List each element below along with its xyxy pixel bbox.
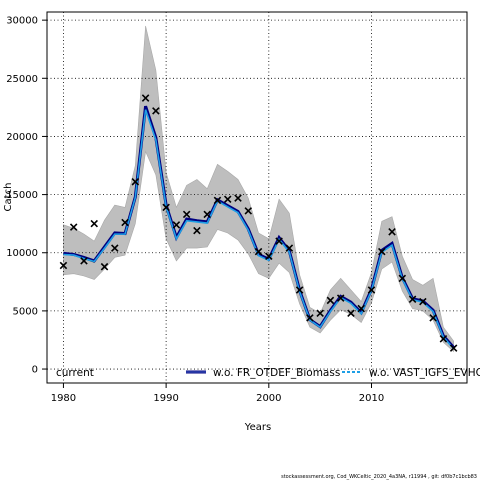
observed-point-2017: [439, 335, 448, 343]
observed-point-2018: [449, 344, 458, 352]
observed-point-2001: [275, 237, 283, 245]
confidence-band: [63, 25, 454, 353]
observed-point-1988: [141, 94, 150, 102]
x-tick-label-1980: 1980: [51, 393, 76, 404]
x-tick-label-1990: 1990: [153, 393, 178, 404]
x-tick-label-2000: 2000: [256, 393, 281, 404]
observed-point-2006: [326, 296, 335, 305]
y-axis-title: Catch: [3, 183, 14, 212]
observed-point-2002: [285, 244, 294, 252]
observed-point-2014: [408, 295, 417, 304]
observed-point-2012: [388, 228, 396, 236]
observed-point-1990: [162, 203, 170, 212]
observed-point-1987: [131, 178, 140, 186]
y-tick-label-30000: 30000: [6, 16, 38, 27]
observed-point-2008: [347, 309, 355, 317]
observed-point-1981: [69, 223, 78, 231]
observed-points-layer: [59, 94, 458, 352]
observed-point-2009: [357, 304, 365, 313]
observed-point-2004: [306, 314, 314, 322]
observed-point-2000: [265, 252, 273, 260]
axes-layer: 1980 1990 2000 2010 0 5000 10000 15000 20000 2500…: [6, 16, 384, 404]
y-tick-label-0: 0: [32, 365, 38, 376]
observed-point-2010: [367, 286, 376, 294]
observed-point-1999: [254, 247, 263, 256]
observed-point-2003: [295, 286, 304, 294]
observed-point-1982: [80, 257, 88, 265]
observed-point-1995: [213, 196, 222, 205]
legend: current w.o. FR_OTDEF_Biomass w.o. VAST_…: [56, 367, 480, 379]
observed-point-1985: [111, 244, 119, 252]
confidence-band-layer: [63, 25, 454, 353]
x-tick-label-2010: 2010: [359, 393, 384, 404]
series-line-vast: [63, 109, 455, 350]
observed-point-1989: [152, 107, 160, 115]
observed-point-1986: [121, 218, 129, 227]
plot-frame: [46, 11, 468, 384]
legend-label-current: current: [56, 367, 94, 379]
observed-point-1996: [223, 195, 232, 204]
estimate-lines-layer: [63, 105, 455, 350]
footer-credit: stockassessment.org, Cod_WKCeltic_2020_4…: [281, 474, 477, 480]
observed-point-2011: [378, 247, 386, 256]
observed-point-1980: [59, 261, 68, 270]
observed-point-1992: [182, 210, 191, 219]
observed-point-1983: [90, 219, 99, 228]
observed-point-1994: [203, 210, 211, 219]
grid-layer: [47, 12, 467, 383]
legend-label-fr-otdef: w.o. FR_OTDEF_Biomass: [213, 367, 340, 379]
legend-label-vast: w.o. VAST_IGFS_EVHOE: [369, 367, 480, 379]
y-tick-label-5000: 5000: [13, 306, 38, 317]
observed-point-1993: [193, 226, 201, 235]
observed-point-2007: [336, 294, 345, 302]
observed-point-2005: [316, 309, 324, 317]
x-axis-title: Years: [244, 422, 271, 433]
y-tick-label-25000: 25000: [6, 74, 38, 85]
observed-point-1998: [244, 207, 253, 215]
observed-point-2016: [429, 314, 437, 322]
observed-point-1984: [100, 262, 109, 271]
y-tick-label-10000: 10000: [6, 248, 38, 259]
y-tick-label-15000: 15000: [6, 190, 38, 201]
observed-point-2015: [419, 297, 427, 306]
observed-point-1991: [172, 221, 181, 229]
observed-point-2013: [398, 274, 407, 283]
y-tick-label-20000: 20000: [6, 132, 38, 143]
observed-point-1997: [234, 194, 242, 202]
